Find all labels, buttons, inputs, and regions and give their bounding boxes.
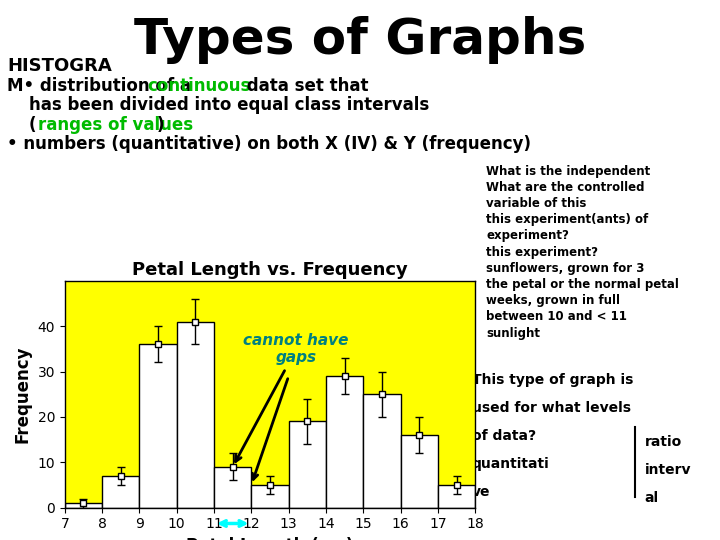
Text: What are the controlled: What are the controlled <box>486 181 644 194</box>
Bar <box>251 485 289 508</box>
Text: HISTOGRA: HISTOGRA <box>7 57 112 75</box>
Text: interv: interv <box>644 463 691 477</box>
Text: data set that: data set that <box>241 77 369 94</box>
Text: used for what levels: used for what levels <box>472 401 631 415</box>
Text: experiment?: experiment? <box>486 230 569 242</box>
Text: this experiment?: this experiment? <box>486 246 598 259</box>
Text: ): ) <box>157 116 164 133</box>
Text: of data?: of data? <box>472 429 536 443</box>
Title: Petal Length vs. Frequency: Petal Length vs. Frequency <box>132 261 408 279</box>
Text: M• distribution of a: M• distribution of a <box>7 77 197 94</box>
Text: (: ( <box>29 116 36 133</box>
Text: ratio: ratio <box>644 435 682 449</box>
Bar <box>65 503 102 508</box>
Text: ve: ve <box>472 485 490 499</box>
Text: between 10 and < 11: between 10 and < 11 <box>486 310 627 323</box>
Bar <box>176 322 214 508</box>
Text: sunlight: sunlight <box>486 327 540 340</box>
Bar <box>140 345 176 508</box>
Text: this experiment(ants) of: this experiment(ants) of <box>486 213 648 226</box>
X-axis label: Petal Length (cm): Petal Length (cm) <box>186 537 354 540</box>
Text: continuous: continuous <box>148 77 251 94</box>
Text: This type of graph is: This type of graph is <box>472 373 633 387</box>
Bar <box>326 376 364 508</box>
Text: quantitati: quantitati <box>472 457 549 471</box>
Text: Types of Graphs: Types of Graphs <box>134 16 586 64</box>
Y-axis label: Frequency: Frequency <box>14 346 32 443</box>
Text: What is the independent: What is the independent <box>486 165 650 178</box>
Text: sunflowers, grown for 3: sunflowers, grown for 3 <box>486 262 644 275</box>
Bar <box>438 485 475 508</box>
Bar <box>214 467 251 508</box>
Text: weeks, grown in full: weeks, grown in full <box>486 294 620 307</box>
Bar <box>102 476 140 508</box>
Text: al: al <box>644 491 659 505</box>
Bar <box>364 394 400 508</box>
Text: variable of this: variable of this <box>486 197 586 210</box>
Text: cannot have
gaps: cannot have gaps <box>235 333 349 462</box>
Text: • numbers (quantitative) on both X (IV) & Y (frequency): • numbers (quantitative) on both X (IV) … <box>7 135 531 153</box>
Bar <box>400 435 438 508</box>
Text: ranges of values: ranges of values <box>38 116 193 133</box>
Text: has been divided into equal class intervals: has been divided into equal class interv… <box>29 96 429 114</box>
Text: the petal or the normal petal: the petal or the normal petal <box>486 278 679 291</box>
Bar <box>289 421 326 508</box>
